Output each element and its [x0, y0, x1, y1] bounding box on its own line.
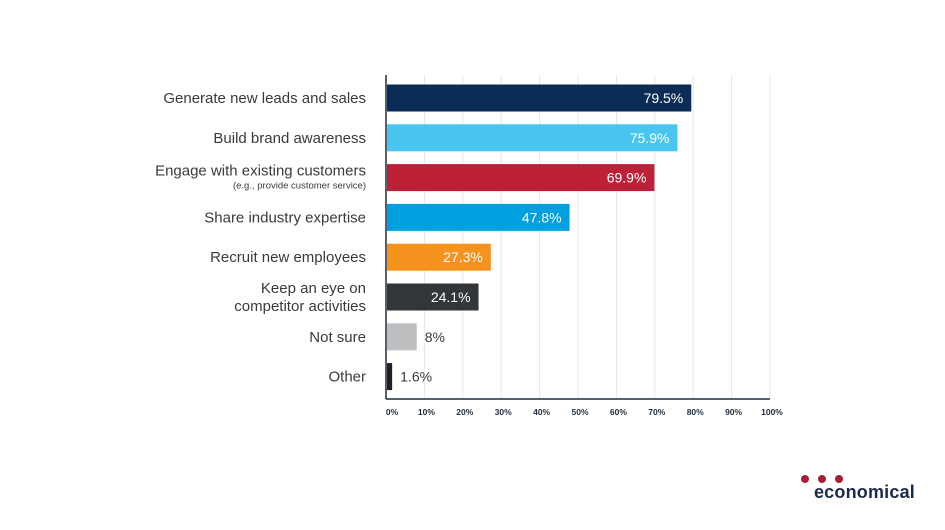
data-label: 47.8%	[522, 209, 562, 225]
data-label: 1.6%	[400, 369, 432, 385]
category-label: Not sure	[309, 329, 366, 346]
bar	[387, 203, 570, 231]
bar	[387, 363, 393, 391]
data-label: 75.9%	[630, 130, 670, 146]
data-label: 79.5%	[644, 90, 684, 106]
data-label: 24.1%	[431, 289, 471, 305]
bar	[387, 84, 692, 112]
category-label: Share industry expertise	[204, 209, 366, 226]
x-tick-label: 0%	[386, 407, 399, 417]
bar	[387, 323, 417, 351]
category-label: Other	[328, 369, 366, 386]
category-sublabel: (e.g., provide customer service)	[233, 181, 366, 192]
data-label: 27.3%	[443, 249, 483, 265]
bar	[387, 283, 479, 311]
bar	[387, 124, 678, 152]
brand-dots-icon	[792, 470, 843, 483]
category-label: Build brand awareness	[213, 130, 366, 147]
data-label: 8%	[425, 329, 445, 345]
category-label: Recruit new employees	[210, 249, 366, 266]
category-label: Keep an eye on competitor activities	[234, 280, 366, 315]
x-tick-label: 10%	[418, 407, 435, 417]
bar	[387, 164, 655, 192]
x-tick-label: 70%	[648, 407, 665, 417]
x-tick-label: 60%	[610, 407, 627, 417]
data-label: 69.9%	[607, 170, 647, 186]
brand-name: economical	[813, 482, 915, 502]
x-tick-label: 20%	[456, 407, 473, 417]
bar	[387, 243, 491, 271]
x-tick-label: 80%	[687, 407, 704, 417]
x-tick-label: 100%	[761, 407, 783, 417]
x-tick-label: 50%	[571, 407, 588, 417]
x-tick-label: 90%	[725, 407, 742, 417]
category-label: Generate new leads and sales	[163, 90, 366, 107]
x-tick-label: 40%	[533, 407, 550, 417]
x-tick-label: 30%	[495, 407, 512, 417]
category-label: Engage with existing customers	[155, 163, 366, 180]
